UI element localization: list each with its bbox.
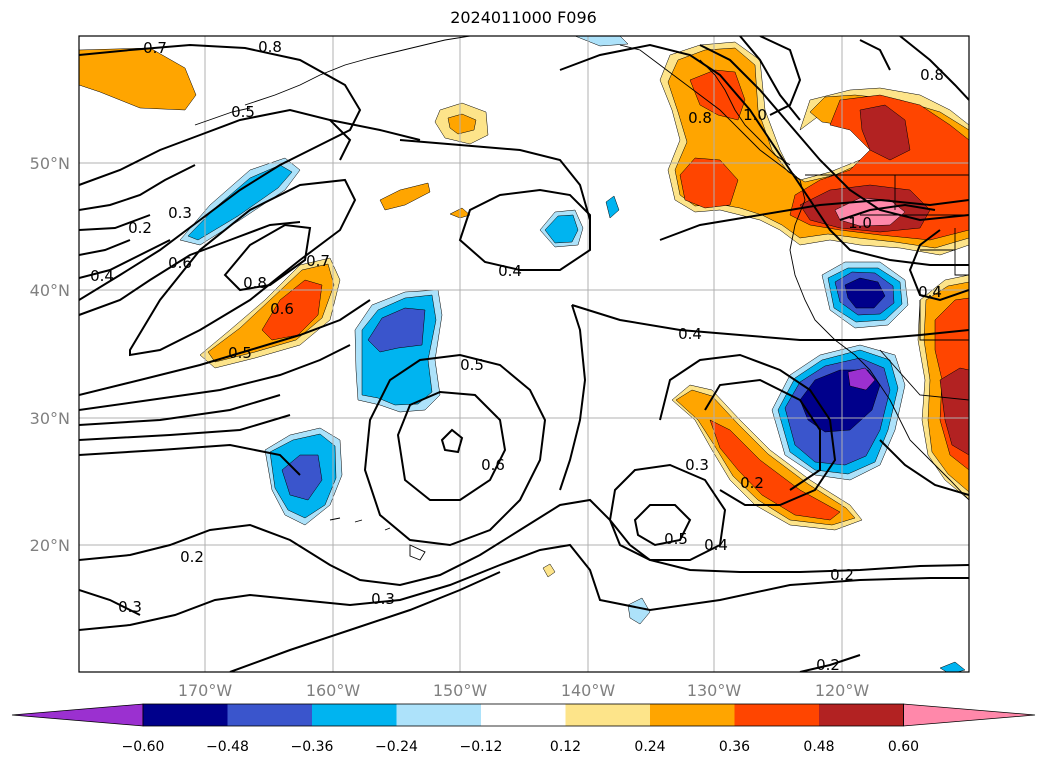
colorbar-segment — [734, 704, 819, 726]
colorbar-tick: 0.60 — [888, 739, 919, 755]
contour-label: 0.5 — [664, 530, 688, 548]
colorbar-tick: 0.12 — [550, 739, 581, 755]
colorbar-segment — [396, 704, 481, 726]
coastlines — [194, 36, 969, 561]
plot-area: 0.7 0.8 0.5 0.3 0.2 0.6 0.4 0.8 0.7 0.6 … — [79, 36, 969, 674]
colorbar-segment — [481, 704, 566, 726]
gridlines — [79, 36, 969, 672]
colorbar-segments — [11, 703, 1036, 727]
colorbar-segment — [819, 704, 904, 726]
colorbar-ticks: −0.60 −0.48 −0.36 −0.24 −0.12 0.12 0.24 … — [122, 739, 920, 755]
lat-label-40n: 40°N — [30, 281, 70, 300]
plot-frame — [78, 35, 970, 673]
lon-label-140w: 140°W — [561, 681, 616, 700]
contour-label: 0.3 — [371, 590, 395, 608]
contour-label: 0.4 — [498, 262, 522, 280]
contour-label: 0.8 — [688, 109, 712, 127]
lat-label-50n: 50°N — [30, 154, 70, 173]
colorbar: −0.60 −0.48 −0.36 −0.24 −0.12 0.12 0.24 … — [11, 703, 1036, 755]
contour-label: 0.3 — [168, 204, 192, 222]
contour-label: 1.0 — [743, 106, 767, 124]
contour-label: 0.6 — [168, 254, 192, 272]
map-title: 2024011000 F096 — [450, 8, 597, 27]
colorbar-tick: 0.36 — [719, 739, 750, 755]
lat-label-30n: 30°N — [30, 409, 70, 428]
contour-label: 0.8 — [243, 274, 267, 292]
contour-label: 0.3 — [685, 456, 709, 474]
lon-label-120w: 120°W — [815, 681, 870, 700]
contour-label: 0.3 — [118, 598, 142, 616]
lat-label-20n: 20°N — [30, 536, 70, 555]
colorbar-tick: −0.60 — [122, 739, 165, 755]
lon-label-160w: 160°W — [306, 681, 361, 700]
colorbar-segment — [565, 704, 650, 726]
contour-label: 0.8 — [920, 66, 944, 84]
contour-label: 0.4 — [90, 267, 114, 285]
longitude-labels: 170°W 160°W 150°W 140°W 130°W 120°W — [178, 681, 870, 700]
contour-labels: 0.7 0.8 0.5 0.3 0.2 0.6 0.4 0.8 0.7 0.6 … — [90, 38, 944, 674]
contour-label: 0.2 — [816, 656, 840, 674]
colorbar-segment — [650, 704, 735, 726]
colorbar-tick: −0.12 — [460, 739, 503, 755]
contour-label: 0.7 — [306, 252, 330, 270]
contour-label: 0.5 — [228, 344, 252, 362]
colorbar-tick: −0.36 — [291, 739, 334, 755]
colorbar-extend-max — [903, 703, 1036, 727]
colorbar-tick: −0.24 — [375, 739, 418, 755]
contour-label: 0.6 — [270, 300, 294, 318]
latitude-labels: 50°N 40°N 30°N 20°N — [30, 154, 70, 555]
lon-label-130w: 130°W — [687, 681, 742, 700]
colorbar-extend-min — [11, 703, 144, 727]
colorbar-tick: 0.48 — [803, 739, 834, 755]
colorbar-outline — [142, 703, 904, 727]
colorbar-tick: 0.24 — [634, 739, 665, 755]
colorbar-segment — [143, 704, 228, 726]
contour-lines — [79, 36, 969, 672]
contour-label: 0.5 — [460, 356, 484, 374]
filled-anomalies — [79, 36, 969, 672]
contour-label: 0.8 — [258, 38, 282, 56]
contour-label: 0.4 — [918, 283, 942, 301]
contour-label: 0.2 — [830, 566, 854, 584]
lon-label-170w: 170°W — [178, 681, 233, 700]
contour-label: 0.2 — [180, 548, 204, 566]
contour-label: 0.7 — [143, 39, 167, 57]
contour-label: 0.2 — [128, 219, 152, 237]
lon-label-150w: 150°W — [433, 681, 488, 700]
contour-label: 0.2 — [740, 474, 764, 492]
contour-label: 0.6 — [481, 456, 505, 474]
colorbar-segment — [312, 704, 397, 726]
contour-label: 0.4 — [678, 325, 702, 343]
colorbar-segment — [227, 704, 312, 726]
contour-label: 0.5 — [231, 103, 255, 121]
colorbar-tick: −0.48 — [206, 739, 249, 755]
contour-label: 1.0 — [848, 214, 872, 232]
contour-label: 0.4 — [704, 536, 728, 554]
